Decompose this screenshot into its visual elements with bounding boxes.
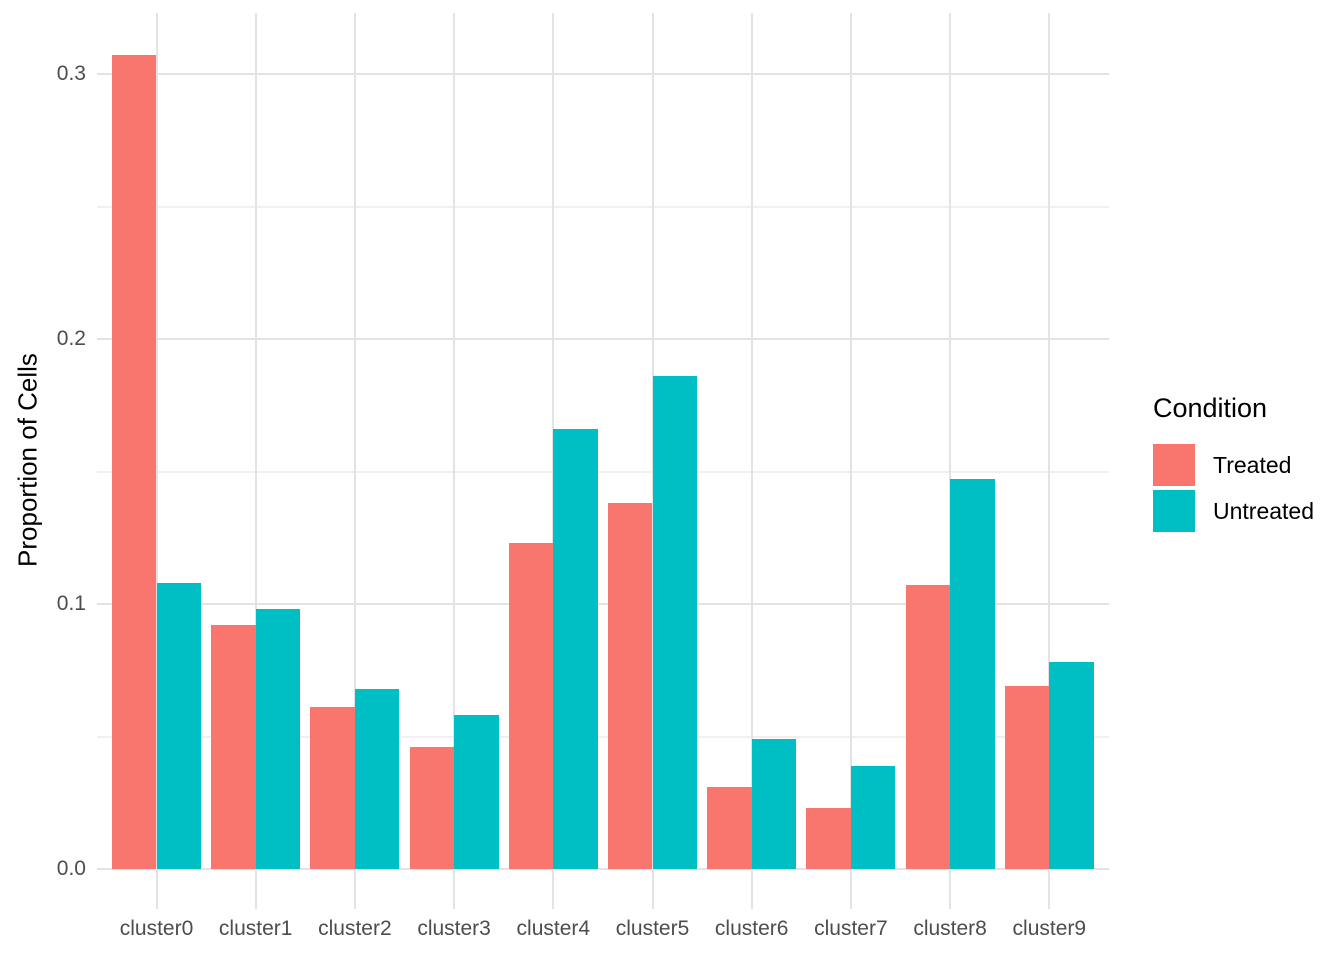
- bar-untreated-cluster5: [652, 376, 698, 869]
- legend-title: Condition: [1153, 393, 1268, 423]
- bar-untreated-cluster3: [454, 715, 499, 869]
- x-tick-label-cluster9: cluster9: [1012, 917, 1087, 940]
- legend-item-untreated: Untreated: [1153, 490, 1338, 532]
- minor-gridline: [97, 205, 1109, 208]
- x-tick-label-cluster2: cluster2: [318, 917, 392, 940]
- major-gridline: [97, 73, 1109, 75]
- bar-treated-cluster2: [310, 707, 355, 869]
- legend: Condition Treated Untreated: [1153, 393, 1338, 536]
- bar-treated-cluster5: [607, 503, 653, 869]
- minor-gridline: [97, 470, 1109, 473]
- bar-treated-cluster6: [707, 786, 752, 869]
- y-tick-label: 0.0: [56, 857, 86, 880]
- bar-untreated-cluster8: [950, 479, 995, 869]
- x-tick-label-cluster3: cluster3: [417, 917, 491, 940]
- bar-untreated-cluster0: [156, 582, 202, 869]
- bar-treated-cluster8: [905, 585, 951, 869]
- bar-untreated-cluster2: [354, 688, 400, 869]
- x-tick-label-cluster4: cluster4: [516, 917, 591, 940]
- bar-treated-cluster0: [111, 55, 157, 869]
- y-tick-label: 0.1: [56, 592, 86, 615]
- bar-untreated-cluster4: [553, 429, 598, 869]
- bar-treated-cluster4: [508, 543, 554, 869]
- x-tick-label-cluster7: cluster7: [814, 917, 888, 940]
- y-tick-label: 0.2: [56, 327, 86, 350]
- major-gridline: [97, 338, 1109, 340]
- legend-key-untreated: [1153, 490, 1195, 532]
- bar-untreated-cluster6: [751, 739, 797, 869]
- bar-untreated-cluster9: [1049, 662, 1094, 869]
- x-tick-label-cluster6: cluster6: [714, 917, 789, 940]
- x-tick-label-cluster5: cluster5: [615, 917, 690, 940]
- legend-item-treated: Treated: [1153, 444, 1338, 486]
- y-axis-title: Proportion of Cells: [12, 353, 43, 567]
- legend-items: Treated Untreated: [1153, 444, 1338, 532]
- bar-treated-cluster9: [1004, 686, 1050, 869]
- bar-untreated-cluster7: [850, 765, 896, 869]
- x-tick-label-cluster0: cluster0: [119, 917, 194, 940]
- x-tick-label-cluster1: cluster1: [218, 917, 293, 940]
- bar-treated-cluster3: [409, 747, 455, 869]
- legend-key-treated: [1153, 444, 1195, 486]
- bar-treated-cluster1: [211, 625, 256, 869]
- legend-label-untreated: Untreated: [1213, 497, 1315, 524]
- y-tick-label: 0.3: [56, 62, 86, 85]
- bar-untreated-cluster1: [255, 609, 301, 869]
- bar-treated-cluster7: [806, 808, 851, 869]
- x-tick-label-cluster8: cluster8: [913, 917, 987, 940]
- legend-label-treated: Treated: [1213, 451, 1292, 478]
- plot-panel: [97, 13, 1109, 909]
